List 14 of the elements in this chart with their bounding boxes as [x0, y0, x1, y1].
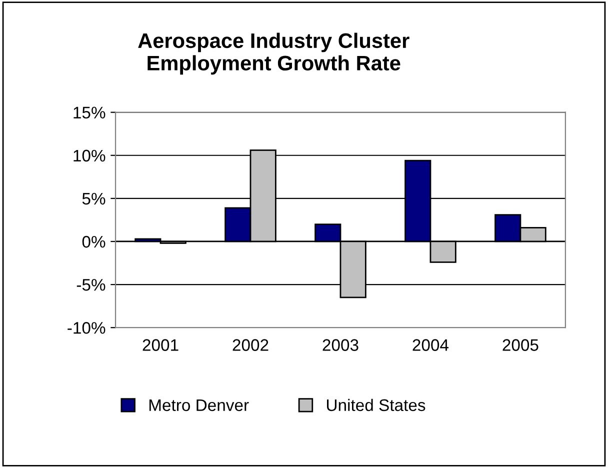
x-tick-label: 2002: [232, 339, 268, 351]
chart-title: Aerospace Industry Cluster Employment Growth Rate: [138, 32, 410, 75]
y-tick-label: -5%: [76, 279, 106, 291]
x-tick-label: 2003: [322, 339, 358, 351]
x-tick-label: 2005: [502, 339, 538, 351]
y-tick-label: 5%: [82, 192, 106, 205]
legend-label: Metro Denver: [149, 399, 249, 412]
x-tick-label: 2001: [142, 339, 178, 351]
x-tick-label: 2004: [412, 339, 449, 351]
y-tick-label: 0%: [82, 236, 106, 248]
y-tick-label: 15%: [74, 106, 106, 119]
legend-label: United States: [327, 398, 426, 412]
y-tick-label: -10%: [68, 322, 106, 334]
y-tick-label: 10%: [74, 150, 106, 162]
